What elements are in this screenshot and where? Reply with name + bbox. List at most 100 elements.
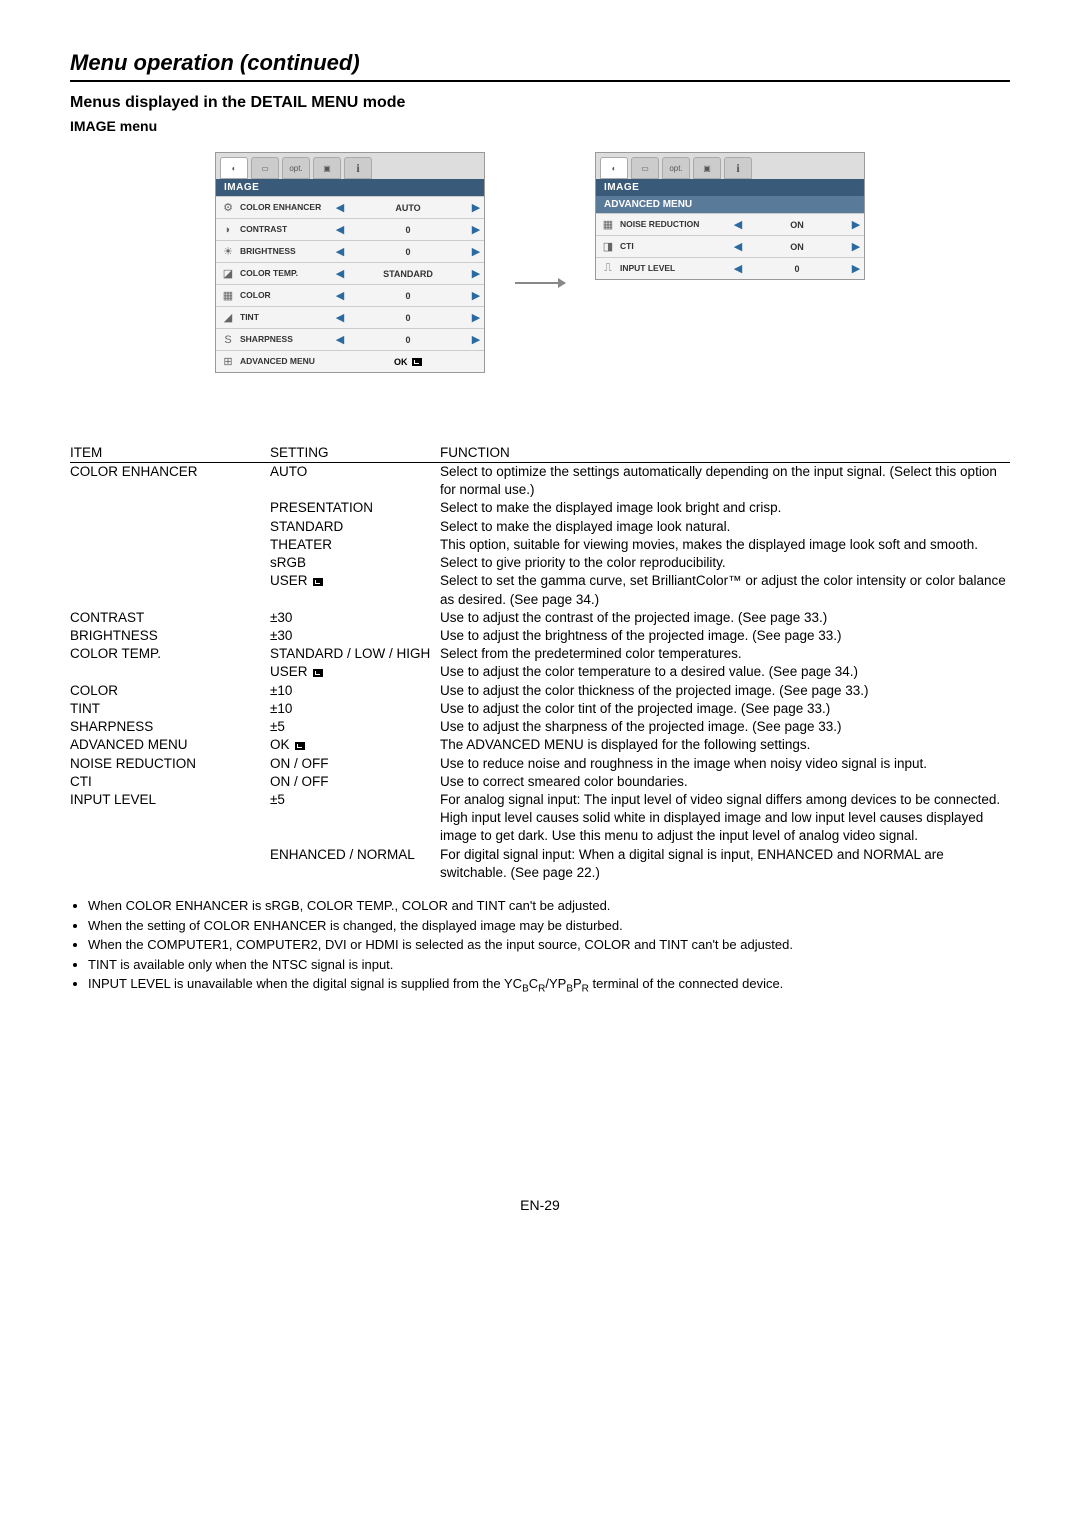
- menu-row-value: 0: [348, 225, 468, 235]
- arrow-left-icon: ◀: [332, 311, 348, 324]
- menu-row: ◢TINT◀0▶: [216, 306, 484, 328]
- cell-setting: ±5: [270, 718, 440, 736]
- cell-function: Select to set the gamma curve, set Brill…: [440, 572, 1010, 608]
- arrow-right-icon: ▶: [848, 240, 864, 253]
- table-row: CTION / OFFUse to correct smeared color …: [70, 773, 1010, 791]
- cell-item: [70, 536, 270, 554]
- menu-row: ◨CTI◀ON▶: [596, 235, 864, 257]
- cell-setting: ENHANCED / NORMAL: [270, 846, 440, 882]
- table-row: INPUT LEVEL±5For analog signal input: Th…: [70, 791, 1010, 846]
- table-row: PRESENTATIONSelect to make the displayed…: [70, 499, 1010, 517]
- cell-function: Select from the predetermined color temp…: [440, 645, 1010, 663]
- note-item: When the COMPUTER1, COMPUTER2, DVI or HD…: [88, 935, 1010, 955]
- enter-icon: [313, 669, 323, 677]
- menu-row-value: 0: [348, 247, 468, 257]
- cell-setting: ±5: [270, 791, 440, 846]
- arrow-right-icon: ▶: [468, 223, 484, 236]
- arrow-right-icon: ▶: [468, 267, 484, 280]
- menu-row-label: NOISE REDUCTION: [620, 220, 730, 229]
- menu-tabbar: ◐ ▭ ▣: [596, 153, 864, 179]
- arrow-left-icon: ◀: [332, 223, 348, 236]
- menu-row-icon: ◢: [216, 311, 240, 324]
- cell-setting: sRGB: [270, 554, 440, 572]
- arrow-right-icon: ▶: [848, 218, 864, 231]
- menu-row: ⚙COLOR ENHANCER◀AUTO▶: [216, 196, 484, 218]
- settings-description-table: ITEM SETTING FUNCTION COLOR ENHANCERAUTO…: [70, 443, 1010, 882]
- table-row: NOISE REDUCTIONON / OFFUse to reduce noi…: [70, 755, 1010, 773]
- cell-item: TINT: [70, 700, 270, 718]
- menu-row: ◪COLOR TEMP.◀STANDARD▶: [216, 262, 484, 284]
- cell-setting: STANDARD / LOW / HIGH: [270, 645, 440, 663]
- menu-row-value: 0: [348, 313, 468, 323]
- cell-item: [70, 572, 270, 608]
- menu-row-label: TINT: [240, 313, 332, 322]
- cell-item: COLOR ENHANCER: [70, 463, 270, 500]
- advanced-menu-panel: ◐ ▭ ▣ IMAGE ADVANCED MENU ▦NOISE REDUCTI…: [595, 152, 865, 280]
- cell-item: BRIGHTNESS: [70, 627, 270, 645]
- table-row: COLOR ENHANCERAUTOSelect to optimize the…: [70, 463, 1010, 500]
- arrow-left-icon: ◀: [332, 201, 348, 214]
- cell-item: ADVANCED MENU: [70, 736, 270, 754]
- cell-function: Use to adjust the sharpness of the proje…: [440, 718, 1010, 736]
- cell-function: Use to adjust the color temperature to a…: [440, 663, 1010, 681]
- arrow-right-icon: ▶: [468, 289, 484, 302]
- note-item: When the setting of COLOR ENHANCER is ch…: [88, 916, 1010, 936]
- section-heading: Menus displayed in the DETAIL MENU mode: [70, 94, 1010, 112]
- menu-row: ◗CONTRAST◀0▶: [216, 218, 484, 240]
- subsection-heading: IMAGE menu: [70, 118, 1010, 134]
- menu-row-icon: ▦: [596, 218, 620, 231]
- cell-function: For digital signal input: When a digital…: [440, 846, 1010, 882]
- tab-icon: ▭: [631, 157, 659, 179]
- col-header-setting: SETTING: [270, 443, 440, 463]
- tab-icon: ▣: [313, 157, 341, 179]
- menu-row-ok: OK: [332, 357, 484, 367]
- menu-row-label: BRIGHTNESS: [240, 247, 332, 256]
- note-item: INPUT LEVEL is unavailable when the digi…: [88, 974, 1010, 997]
- table-row: USER Use to adjust the color temperature…: [70, 663, 1010, 681]
- menu-row-label: COLOR: [240, 291, 332, 300]
- arrow-right-icon: ▶: [468, 245, 484, 258]
- cell-item: CONTRAST: [70, 609, 270, 627]
- menu-row-icon: ◗: [216, 224, 240, 236]
- cell-function: For analog signal input: The input level…: [440, 791, 1010, 846]
- cell-function: Use to adjust the color tint of the proj…: [440, 700, 1010, 718]
- table-row: ENHANCED / NORMALFor digital signal inpu…: [70, 846, 1010, 882]
- table-row: BRIGHTNESS±30Use to adjust the brightnes…: [70, 627, 1010, 645]
- enter-icon: [313, 578, 323, 586]
- table-row: CONTRAST±30Use to adjust the contrast of…: [70, 609, 1010, 627]
- menu-row-label: CONTRAST: [240, 225, 332, 234]
- cell-function: Use to reduce noise and roughness in the…: [440, 755, 1010, 773]
- cell-item: SHARPNESS: [70, 718, 270, 736]
- cell-setting: THEATER: [270, 536, 440, 554]
- notes-list: When COLOR ENHANCER is sRGB, COLOR TEMP.…: [70, 896, 1010, 997]
- table-row: ADVANCED MENUOK The ADVANCED MENU is dis…: [70, 736, 1010, 754]
- menu-row-icon: ▦: [216, 289, 240, 302]
- cell-setting: OK: [270, 736, 440, 754]
- menu-row-value: 0: [746, 264, 848, 274]
- menu-row-value: ON: [746, 242, 848, 252]
- menu-tabbar: ◐ ▭ ▣: [216, 153, 484, 179]
- tab-info: [344, 157, 372, 179]
- cell-item: NOISE REDUCTION: [70, 755, 270, 773]
- cell-function: Select to give priority to the color rep…: [440, 554, 1010, 572]
- cell-setting: STANDARD: [270, 518, 440, 536]
- arrow-connector: [515, 282, 565, 284]
- cell-setting: ON / OFF: [270, 773, 440, 791]
- menu-row-value: 0: [348, 335, 468, 345]
- cell-item: COLOR TEMP.: [70, 645, 270, 663]
- table-row: SHARPNESS±5Use to adjust the sharpness o…: [70, 718, 1010, 736]
- cell-item: [70, 554, 270, 572]
- note-item: When COLOR ENHANCER is sRGB, COLOR TEMP.…: [88, 896, 1010, 916]
- tab-icon: ◐: [600, 157, 628, 179]
- menu-row-icon: ◪: [216, 267, 240, 280]
- cell-item: INPUT LEVEL: [70, 791, 270, 846]
- cell-setting: PRESENTATION: [270, 499, 440, 517]
- note-item: TINT is available only when the NTSC sig…: [88, 955, 1010, 975]
- arrow-right-icon: ▶: [848, 262, 864, 275]
- cell-function: The ADVANCED MENU is displayed for the f…: [440, 736, 1010, 754]
- menu-screenshots: ◐ ▭ ▣ IMAGE ⚙COLOR ENHANCER◀AUTO▶◗CONTRA…: [70, 152, 1010, 373]
- image-menu-panel: ◐ ▭ ▣ IMAGE ⚙COLOR ENHANCER◀AUTO▶◗CONTRA…: [215, 152, 485, 373]
- menu-row-icon: S: [216, 334, 240, 346]
- arrow-right-icon: ▶: [468, 311, 484, 324]
- arrow-left-icon: ◀: [332, 333, 348, 346]
